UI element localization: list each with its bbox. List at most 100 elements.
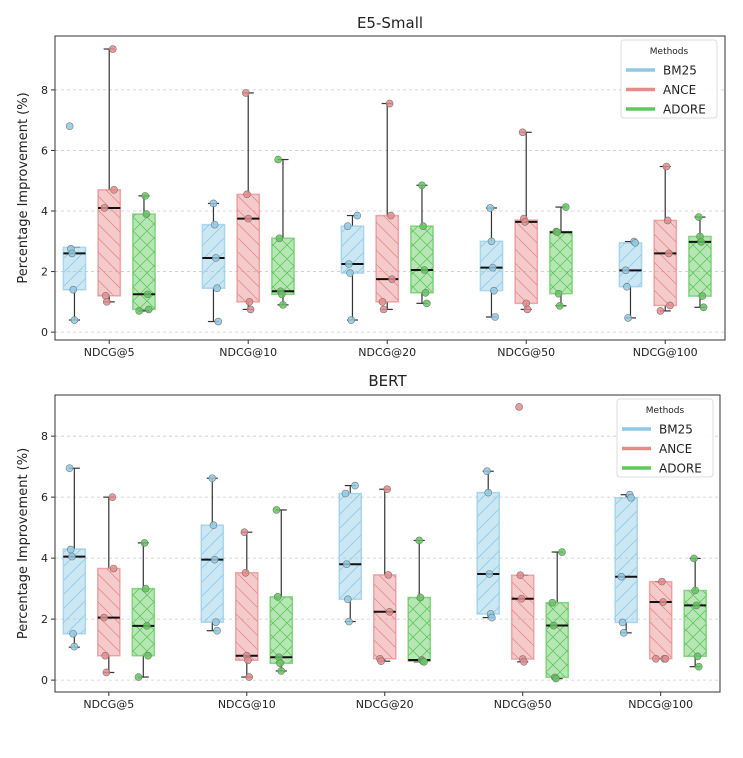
data-point bbox=[342, 560, 351, 569]
data-point bbox=[240, 528, 249, 537]
box bbox=[410, 225, 434, 294]
data-point bbox=[692, 601, 701, 610]
data-point bbox=[415, 536, 424, 545]
x-tick-label: NDCG@50 bbox=[494, 698, 552, 711]
data-point bbox=[631, 239, 640, 247]
data-point bbox=[100, 204, 109, 212]
data-point bbox=[101, 651, 110, 660]
data-point bbox=[213, 284, 221, 293]
data-point bbox=[246, 305, 255, 314]
data-point bbox=[143, 622, 151, 630]
x-tick-label: NDCG@5 bbox=[84, 346, 135, 359]
data-point bbox=[144, 651, 152, 660]
data-point bbox=[624, 314, 632, 322]
data-point bbox=[698, 292, 707, 300]
y-tick-label: 8 bbox=[41, 430, 48, 443]
data-point bbox=[420, 658, 428, 666]
box-ANCE-NDCG@50 bbox=[510, 403, 535, 666]
data-point bbox=[275, 653, 283, 662]
box bbox=[407, 596, 432, 662]
data-point bbox=[69, 285, 78, 294]
data-point bbox=[102, 668, 111, 677]
x-tick-label: NDCG@20 bbox=[358, 346, 416, 359]
y-tick-label: 4 bbox=[41, 205, 48, 218]
data-point bbox=[103, 298, 111, 306]
y-tick-label: 0 bbox=[41, 674, 48, 687]
box-ANCE-NDCG@100 bbox=[648, 577, 673, 663]
data-point bbox=[134, 673, 143, 681]
data-point bbox=[623, 282, 631, 291]
box-ANCE-NDCG@10 bbox=[234, 528, 259, 681]
data-point bbox=[244, 656, 252, 665]
box bbox=[683, 589, 707, 658]
chart-title: E5-Small bbox=[357, 14, 423, 32]
legend-entry-ANCE: ANCE bbox=[659, 442, 692, 456]
data-point bbox=[422, 299, 431, 308]
box-ADORE-NDCG@20 bbox=[410, 181, 434, 308]
data-point bbox=[347, 316, 356, 324]
box bbox=[618, 242, 643, 288]
legend-box bbox=[616, 398, 714, 478]
data-point bbox=[109, 564, 118, 573]
data-point bbox=[108, 493, 117, 501]
data-point bbox=[554, 289, 563, 298]
data-point bbox=[419, 222, 427, 230]
data-point bbox=[561, 203, 570, 211]
box bbox=[340, 225, 365, 274]
data-point bbox=[143, 290, 152, 299]
data-point bbox=[101, 291, 110, 300]
plot-frame bbox=[54, 35, 726, 341]
box-ANCE-NDCG@10 bbox=[236, 89, 261, 314]
box bbox=[653, 219, 678, 307]
data-point bbox=[694, 662, 703, 671]
data-point bbox=[690, 554, 698, 563]
legend: Methods BM25 ANCE ADORE bbox=[616, 398, 714, 478]
legend-title: Methods bbox=[646, 406, 685, 416]
box-ADORE-NDCG@10 bbox=[269, 506, 294, 675]
box bbox=[545, 601, 569, 679]
data-point bbox=[420, 266, 429, 274]
data-point bbox=[522, 299, 531, 308]
box-BM25-NDCG@5 bbox=[62, 464, 87, 651]
data-point bbox=[661, 654, 670, 663]
data-point bbox=[517, 594, 526, 603]
data-point bbox=[378, 298, 387, 306]
data-point bbox=[210, 220, 219, 229]
data-point bbox=[277, 667, 286, 675]
data-point bbox=[384, 571, 393, 579]
y-tick-label: 6 bbox=[41, 144, 48, 157]
box bbox=[97, 567, 121, 657]
data-point bbox=[521, 218, 529, 226]
legend-entry-ADORE: ADORE bbox=[659, 462, 702, 476]
x-tick-label: NDCG@5 bbox=[83, 698, 134, 711]
box-ADORE-NDCG@100 bbox=[688, 213, 712, 312]
y-tick-label: 4 bbox=[41, 552, 48, 565]
box bbox=[271, 237, 295, 296]
data-point bbox=[140, 539, 149, 547]
box bbox=[200, 524, 225, 623]
data-point bbox=[245, 298, 254, 306]
data-point bbox=[142, 210, 151, 218]
box-BM25-NDCG@100 bbox=[618, 237, 643, 322]
data-point bbox=[144, 305, 153, 314]
data-point bbox=[70, 316, 79, 324]
y-tick-label: 2 bbox=[41, 266, 48, 279]
data-point bbox=[65, 122, 74, 131]
data-point bbox=[656, 307, 665, 315]
data-point bbox=[387, 211, 395, 220]
data-point bbox=[209, 521, 218, 530]
plot-frame bbox=[54, 394, 721, 693]
data-point bbox=[379, 305, 388, 314]
data-point bbox=[694, 213, 703, 221]
data-point bbox=[515, 403, 523, 411]
box-BM25-NDCG@5 bbox=[62, 122, 87, 324]
x-tick-label: NDCG@100 bbox=[633, 346, 698, 359]
box-BM25-NDCG@20 bbox=[338, 481, 363, 626]
box bbox=[375, 214, 400, 303]
data-point bbox=[69, 629, 77, 638]
x-tick-label: NDCG@20 bbox=[356, 698, 414, 711]
data-point bbox=[353, 211, 362, 220]
data-point bbox=[346, 269, 354, 277]
legend-box bbox=[620, 39, 718, 119]
